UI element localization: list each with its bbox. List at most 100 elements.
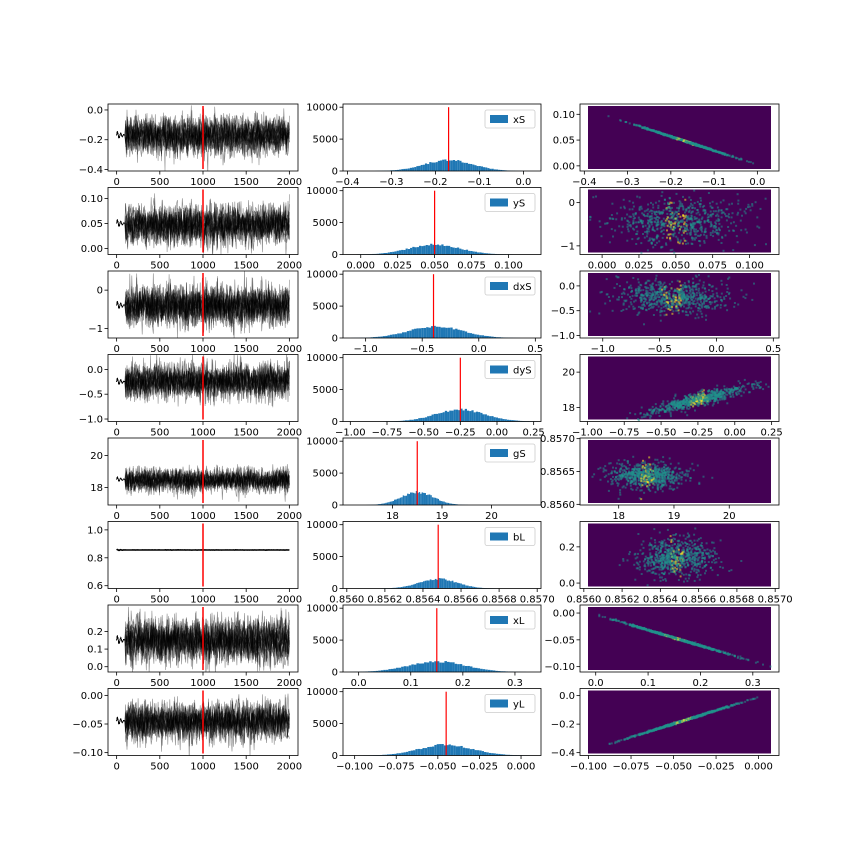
heat-ytick-label: 0.0 <box>559 281 575 292</box>
heatmap-cell <box>710 554 713 557</box>
heatmap-cell <box>714 226 717 229</box>
heatmap-cell <box>738 158 741 161</box>
heatmap-cell <box>653 229 656 232</box>
heatmap-cell <box>639 463 642 466</box>
heatmap-cell <box>691 226 694 229</box>
heatmap-cell <box>645 281 648 284</box>
legend-label: dxS <box>513 282 532 293</box>
heatmap-cell <box>717 396 720 398</box>
heatmap-cell <box>721 398 723 401</box>
heatmap-cell <box>714 305 716 308</box>
heat-xtick-label: 0.050 <box>661 261 690 272</box>
heatmap-cell <box>645 127 648 130</box>
heatmap-cell <box>697 568 700 571</box>
heatmap-cell <box>656 553 659 556</box>
heatmap-cell <box>689 227 692 230</box>
heatmap-cell <box>674 556 677 559</box>
histogram-bar <box>409 585 412 589</box>
heatmap-cell <box>664 286 667 289</box>
heatmap-cell <box>662 579 665 581</box>
heatmap-cell <box>703 295 706 298</box>
histogram-bar <box>506 419 510 422</box>
histogram-bar <box>435 162 438 171</box>
heatmap-cell <box>680 482 683 485</box>
heatmap-cell <box>623 473 626 475</box>
heatmap-cell <box>660 226 663 229</box>
heatmap-cell <box>665 304 668 307</box>
heatmap-cell <box>617 497 620 500</box>
histogram-bar <box>471 410 474 422</box>
histogram-bar <box>431 162 434 171</box>
legend-label: bL <box>513 533 525 544</box>
heatmap-cell <box>675 477 678 480</box>
heatmap-cell <box>641 466 644 469</box>
heatmap-cell <box>622 198 625 201</box>
heatmap-cell <box>659 314 662 317</box>
heatmap-cell <box>589 310 592 313</box>
heatmap-cell <box>698 561 701 564</box>
heatmap-cell <box>610 483 613 486</box>
heatmap-cell <box>618 225 621 228</box>
heatmap-cell <box>646 584 649 587</box>
heatmap-cell <box>650 477 652 480</box>
heatmap-cell <box>691 227 694 230</box>
heatmap-cell <box>654 244 657 246</box>
heatmap-cell <box>654 474 657 477</box>
heatmap-cell <box>706 399 709 402</box>
histogram-bar <box>444 410 448 422</box>
heatmap-cell <box>647 239 650 242</box>
heatmap-cell <box>677 210 680 212</box>
heatmap-cell <box>697 557 700 560</box>
heatmap-cell <box>686 293 689 296</box>
heatmap-cell <box>607 115 610 118</box>
heatmap-cell <box>641 126 644 129</box>
heatmap-cell <box>728 570 731 572</box>
heatmap-cell <box>656 560 659 563</box>
heatmap-cell <box>674 224 677 227</box>
heatmap-cell <box>691 238 694 241</box>
heatmap-cell <box>635 290 638 292</box>
heatmap-cell <box>684 229 686 232</box>
heatmap-cell <box>661 473 663 476</box>
heatmap-cell <box>654 201 657 204</box>
heatmap-cell <box>640 219 643 222</box>
heatmap-cell <box>737 202 740 205</box>
heatmap-cell <box>656 295 659 298</box>
heatmap-cell <box>660 482 663 485</box>
heatmap-cell <box>693 189 696 192</box>
histogram-bar <box>479 252 482 255</box>
heatmap-cell <box>691 237 694 240</box>
heatmap-cell <box>650 237 653 240</box>
heatmap-cell <box>678 401 681 404</box>
heatmap-cell <box>679 139 682 141</box>
heatmap-cell <box>698 218 701 221</box>
histogram-bar <box>466 585 469 589</box>
heat-ytick-label: 0 <box>569 198 575 209</box>
heatmap-cell <box>698 235 701 237</box>
heatmap-cell <box>662 478 665 481</box>
heatmap-cell <box>706 213 709 216</box>
histogram-bar <box>395 499 397 505</box>
legend: bL <box>484 527 536 546</box>
heatmap-cell <box>635 488 638 491</box>
heatmap-cell <box>687 555 690 558</box>
heatmap-cell <box>669 305 672 308</box>
heat-xtick-label: −0.50 <box>646 428 677 439</box>
histogram-bar <box>417 582 420 589</box>
histogram-bar <box>429 162 432 171</box>
heatmap-cell <box>663 539 666 542</box>
heatmap-cell <box>655 274 658 277</box>
heatmap-cell <box>669 309 672 311</box>
histogram-bar <box>470 163 473 171</box>
histogram-bar <box>478 166 481 171</box>
heatmap-cell <box>670 407 673 410</box>
heatmap-cell <box>665 218 668 221</box>
heatmap-cell <box>662 408 665 411</box>
heatmap-cell <box>648 226 651 229</box>
heatmap-cell <box>704 146 707 149</box>
trace-ytick-label: 0.0 <box>87 105 103 116</box>
heatmap-cell <box>634 212 637 215</box>
histogram-bar <box>480 166 484 171</box>
heatmap-cell <box>678 205 681 208</box>
heatmap-cell <box>682 560 685 563</box>
